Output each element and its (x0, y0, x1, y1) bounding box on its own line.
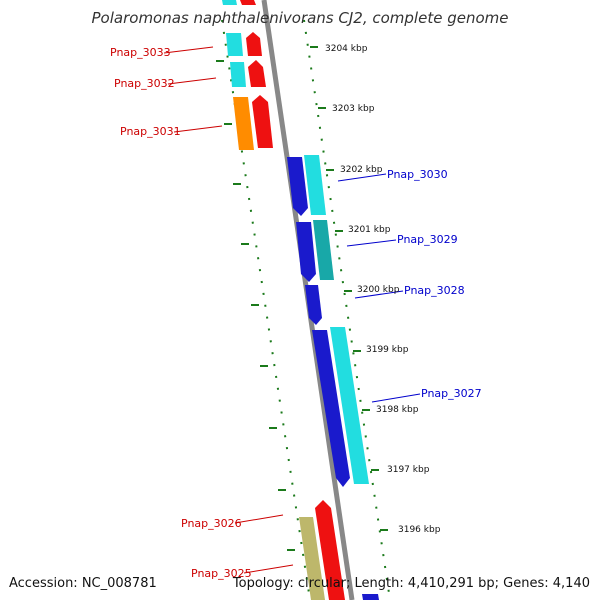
gene-pnap-3032-cds[interactable] (230, 62, 246, 87)
gene-pnap-3029-cds[interactable] (313, 220, 334, 280)
scale-label: 3201 kbp (348, 225, 391, 235)
gene-pnap-3027-cds[interactable] (330, 327, 369, 484)
scale-label: 3202 kbp (340, 165, 383, 175)
outer-tick-ring-line (303, 19, 391, 600)
gene-pnap-3027-arrow[interactable] (312, 330, 350, 487)
major-ticks (216, 46, 388, 551)
gene-top-arrow-partial[interactable] (240, 0, 256, 5)
gene-pnap-3031-arrow[interactable] (252, 95, 273, 148)
gene-label[interactable]: Pnap_3030 (387, 168, 448, 181)
gene-pnap-3031-cds[interactable] (233, 97, 254, 150)
gene-label[interactable]: Pnap_3032 (114, 77, 175, 90)
scale-label: 3198 kbp (376, 405, 419, 415)
gene-pnap-3026-arrow[interactable] (315, 500, 345, 600)
leader-pnap-3028 (354, 290, 404, 299)
leader-pnap-3026 (234, 514, 284, 524)
leader-pnap-3031 (173, 125, 223, 133)
scale-label: 3197 kbp (387, 465, 430, 475)
leader-pnap-3029 (346, 239, 397, 247)
gene-pnap-3030-cds[interactable] (304, 155, 326, 215)
gene-pnap-3026-cds[interactable] (299, 517, 325, 600)
gene-label[interactable]: Pnap_3028 (404, 284, 465, 297)
gene-label[interactable]: Pnap_3025 (191, 567, 252, 580)
gene-label[interactable]: Pnap_3031 (120, 125, 181, 138)
accession-label: Accession: NC_008781 (9, 576, 157, 591)
scale-label: 3200 kbp (357, 285, 400, 295)
leader-pnap-3030 (337, 173, 387, 182)
gene-pnap-3033-cds[interactable] (226, 33, 243, 56)
gene-pnap-3032-arrow[interactable] (248, 60, 266, 87)
scale-label: 3204 kbp (325, 44, 368, 54)
gene-label[interactable]: Pnap_3033 (110, 46, 171, 59)
gene-pnap-3033-arrow[interactable] (246, 32, 262, 56)
leader-pnap-3025 (243, 564, 294, 574)
gene-label[interactable]: Pnap_3026 (181, 517, 242, 530)
gene-pnap-3029-arrow[interactable] (296, 222, 316, 282)
genome-summary-label: Topology: circular; Length: 4,410,291 bp… (232, 576, 590, 591)
gene-label[interactable]: Pnap_3029 (397, 233, 458, 246)
gene-bottom-blue-partial[interactable] (362, 594, 379, 600)
scale-label: 3203 kbp (332, 104, 375, 114)
gene-top-cds-partial[interactable] (222, 0, 237, 5)
gene-pnap-3028-arrow[interactable] (305, 285, 322, 325)
leader-pnap-3032 (167, 77, 217, 85)
scale-label: 3196 kbp (398, 525, 441, 535)
outer-tick-ring (303, 19, 391, 600)
page-title: Polaromonas naphthalenivorans CJ2, compl… (92, 9, 509, 27)
scale-label: 3199 kbp (366, 345, 409, 355)
leader-pnap-3027 (371, 393, 421, 403)
gene-pnap-3030-arrow[interactable] (287, 157, 308, 216)
gene-label[interactable]: Pnap_3027 (421, 387, 482, 400)
leader-pnap-3033 (163, 46, 214, 54)
